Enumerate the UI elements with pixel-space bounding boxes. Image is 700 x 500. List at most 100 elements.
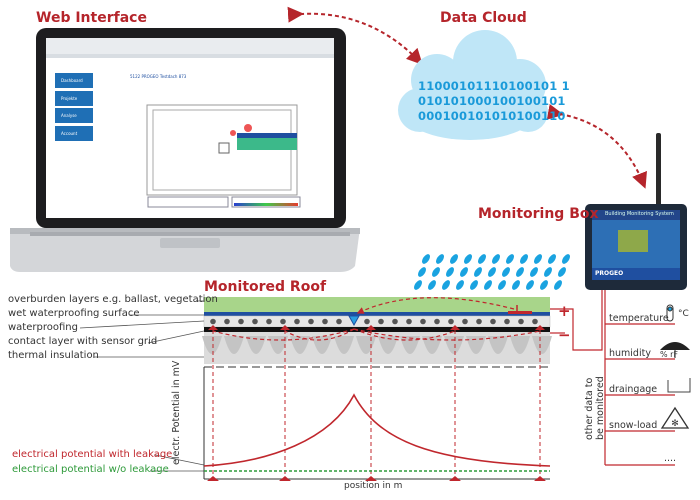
binary-line: 000100101010100110 (418, 109, 566, 123)
raindrop (498, 280, 506, 290)
nav-account[interactable]: Account (55, 126, 93, 141)
sensor-contact-marker (535, 325, 545, 330)
sensor-dot (266, 318, 272, 325)
thermometer-icon (666, 304, 674, 322)
raindrop (554, 280, 562, 290)
insulation-shape (246, 336, 266, 354)
insulation-shape (488, 336, 508, 354)
snow-warning-icon: ✻ (660, 406, 690, 429)
rain (414, 254, 570, 290)
insulation-shape (422, 336, 442, 354)
sensor-dot (532, 318, 538, 325)
sensor-dot (294, 318, 300, 325)
box-screen-title: Building Monitoring System (605, 211, 674, 217)
raindrop (478, 254, 486, 264)
raindrop (502, 267, 510, 277)
raindrop (414, 280, 422, 290)
umbrella-icon (660, 342, 690, 358)
layer-label-thermal-insulation: thermal insulation (8, 350, 99, 361)
antenna (656, 133, 661, 208)
raindrop (436, 254, 444, 264)
sensor-dot (238, 318, 244, 325)
sensor-marker (534, 476, 546, 481)
sensor-dot (308, 318, 314, 325)
x-axis-label: position in m (344, 481, 403, 491)
sensor-contact-marker (280, 325, 290, 330)
raindrop (562, 254, 570, 264)
sensor-contact-marker (366, 325, 376, 330)
raindrop (456, 280, 464, 290)
legend-with-leakage: electrical potential with leakage (12, 449, 173, 460)
sensor-dot (448, 318, 454, 325)
layer-label-overburden: overburden layers e.g. ballast, vegetati… (8, 294, 218, 305)
sensor-dot (434, 318, 440, 325)
layer-label-wet-surface: wet waterproofing surface (8, 308, 140, 319)
data-cloud-title: Data Cloud (440, 10, 527, 26)
sensor-dot (490, 318, 496, 325)
current-flow-path (353, 328, 541, 341)
layer-label-contact-layer: contact layer with sensor grid (8, 336, 158, 347)
raindrop (428, 280, 436, 290)
raindrop (548, 254, 556, 264)
sensor-dot (406, 318, 412, 325)
monitoring-box-title: Monitoring Box (478, 206, 599, 222)
potential-chart (203, 325, 551, 481)
raindrop (446, 267, 454, 277)
raindrop (474, 267, 482, 277)
sensor-contact-marker (450, 325, 460, 330)
raindrop (526, 280, 534, 290)
sensor-dot (336, 318, 342, 325)
item-more: .... (664, 453, 677, 464)
cloud-shape (398, 30, 548, 140)
raindrop (544, 267, 552, 277)
raindrop (534, 254, 542, 264)
item-temperature: temperature (609, 313, 669, 324)
raindrop (530, 267, 538, 277)
raindrop (470, 280, 478, 290)
raindrop (540, 280, 548, 290)
legend-without-leakage: electrical potential w/o leakage (12, 464, 169, 475)
raindrop (460, 267, 468, 277)
sensor-marker (449, 476, 461, 481)
item-humidity: humidity (609, 348, 651, 359)
nav-analyse[interactable]: Analyse (55, 108, 93, 123)
sensor-dot (378, 318, 384, 325)
raindrop (512, 280, 520, 290)
minus-terminal: − (558, 326, 571, 344)
humidity-unit: % rF (660, 350, 679, 359)
sensor-dot (476, 318, 482, 325)
sensor-dot (322, 318, 328, 325)
raindrop (432, 267, 440, 277)
sensor-dot (210, 318, 216, 325)
y-axis-label: electr. Potential in mV (171, 360, 182, 465)
sensor-marker (279, 476, 291, 481)
insulation-shape (334, 336, 354, 354)
binary-line: 11000101110100101 1 (418, 79, 570, 93)
sensor-dot (280, 318, 286, 325)
sensor-dot (462, 318, 468, 325)
nav-dashboard[interactable]: Dashboard (55, 73, 93, 88)
insulation-shape (510, 336, 530, 354)
sensor-dot (392, 318, 398, 325)
web-app-floorplan (146, 104, 301, 208)
web-app-page-title: 5122 PROGEO Testdach 873 (130, 74, 187, 79)
current-flow-path (212, 328, 355, 341)
raindrop (450, 254, 458, 264)
raindrop (516, 267, 524, 277)
raindrop (488, 267, 496, 277)
raindrop (484, 280, 492, 290)
raindrop (422, 254, 430, 264)
sensor-marker (207, 476, 219, 481)
raindrop (418, 267, 426, 277)
item-snow-load: snow-load (609, 420, 658, 431)
sensor-dot (504, 318, 510, 325)
series-with-leakage (203, 393, 551, 467)
monitoring-box (585, 204, 687, 290)
raindrop (520, 254, 528, 264)
sensor-dot (420, 318, 426, 325)
nav-projekte[interactable]: Projekte (55, 91, 93, 106)
sensor-dot (224, 318, 230, 325)
current-flow-path (353, 328, 456, 341)
raindrop (558, 267, 566, 277)
